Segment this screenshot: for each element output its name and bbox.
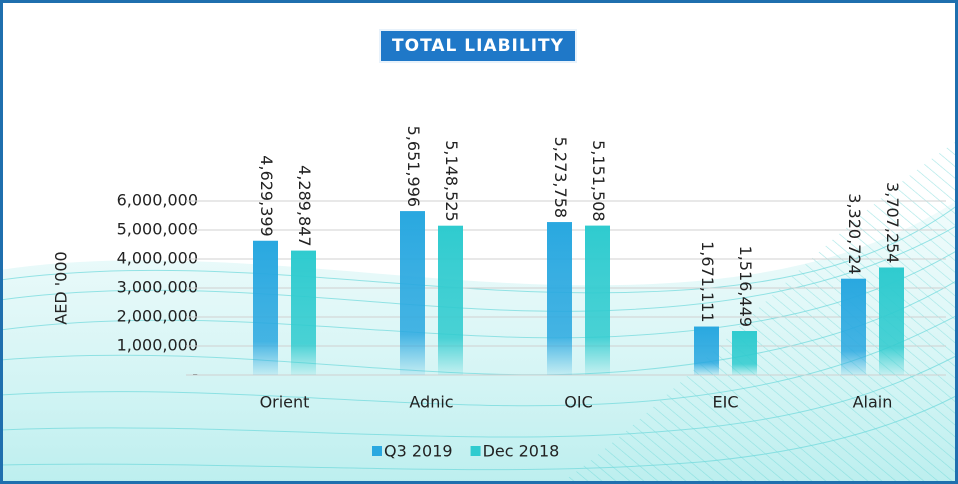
value-label: 1,516,449 (736, 246, 755, 327)
y-tick-label: 1,000,000 (117, 336, 198, 355)
value-label: 5,148,525 (442, 140, 461, 221)
x-tick-label: Orient (260, 393, 310, 412)
background (0, 0, 958, 484)
x-tick-label: Adnic (409, 393, 453, 412)
legend-label: Dec 2018 (483, 442, 560, 461)
value-label: 3,320,724 (845, 193, 864, 274)
bar (879, 267, 904, 375)
y-tick-label: 4,000,000 (117, 249, 198, 268)
bar (438, 226, 463, 375)
bar (694, 327, 719, 375)
legend-swatch (471, 446, 481, 456)
chart: TOTAL LIABILITY AED '000 - 1,000,000 2,000… (0, 0, 958, 484)
bar (291, 251, 316, 375)
y-tick-label: - (192, 365, 198, 384)
chart-title: TOTAL LIABILITY (392, 36, 564, 56)
legend-label: Q3 2019 (384, 442, 453, 461)
bar (547, 222, 572, 375)
value-label: 3,707,254 (883, 182, 902, 263)
value-label: 5,651,996 (404, 126, 423, 207)
y-tick-label: 5,000,000 (117, 220, 198, 239)
legend-swatch (372, 446, 382, 456)
bar (585, 226, 610, 375)
x-tick-label: EIC (713, 393, 739, 412)
y-tick-label: 3,000,000 (117, 278, 198, 297)
bar (253, 241, 278, 375)
bar (400, 211, 425, 375)
value-label: 1,671,111 (698, 241, 717, 322)
y-tick-label: 6,000,000 (117, 191, 198, 210)
y-axis-label: AED '000 (52, 251, 71, 324)
bar (841, 279, 866, 375)
y-tick-label: 2,000,000 (117, 307, 198, 326)
x-tick-label: Alain (853, 393, 893, 412)
value-label: 4,289,847 (295, 165, 314, 246)
title-box: TOTAL LIABILITY (380, 30, 576, 62)
bar (732, 331, 757, 375)
value-label: 5,273,758 (551, 137, 570, 218)
value-label: 5,151,508 (589, 140, 608, 221)
x-tick-label: OIC (564, 393, 592, 412)
value-label: 4,629,399 (257, 155, 276, 236)
